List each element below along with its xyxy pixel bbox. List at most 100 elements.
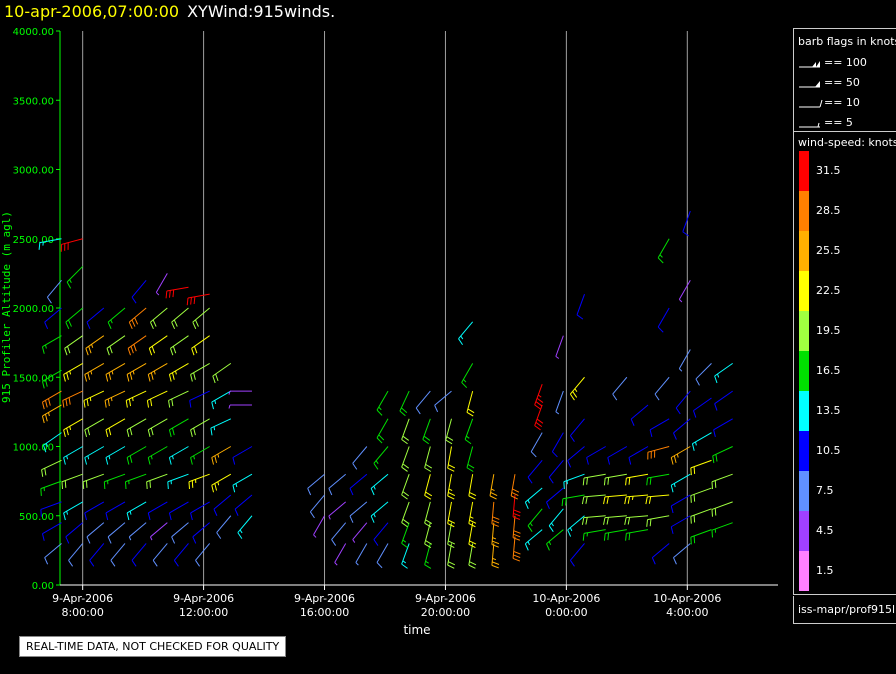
wind-barb bbox=[190, 501, 210, 521]
wind-barb bbox=[712, 446, 733, 464]
wind-barbs bbox=[38, 210, 733, 569]
wind-barb bbox=[190, 446, 210, 465]
speed-legend-label: 19.5 bbox=[816, 324, 841, 337]
speed-legend-item: 4.5 bbox=[798, 511, 894, 551]
wind-barb bbox=[548, 508, 564, 532]
wind-barb bbox=[376, 390, 389, 416]
wind-barb bbox=[211, 390, 232, 410]
wind-barb bbox=[651, 543, 670, 565]
barb-legend-title: barb flags in knots bbox=[798, 35, 896, 48]
wind-barb bbox=[670, 446, 691, 465]
wind-barb bbox=[548, 460, 564, 484]
wind-barb bbox=[447, 543, 456, 569]
wind-barb bbox=[376, 543, 389, 569]
wind-barb bbox=[355, 543, 368, 566]
wind-barb bbox=[168, 501, 189, 521]
wind-barb bbox=[534, 384, 544, 410]
wind-barb bbox=[370, 501, 389, 523]
wind-barb bbox=[424, 474, 433, 500]
wind-barb bbox=[603, 515, 627, 525]
wind-barb bbox=[131, 543, 147, 567]
wind-barb bbox=[690, 487, 712, 503]
wind-barb bbox=[107, 307, 126, 329]
wind-barb bbox=[422, 418, 431, 445]
barb-symbol-icon bbox=[799, 81, 820, 88]
wind-barb bbox=[313, 515, 325, 538]
wind-barb bbox=[192, 307, 210, 329]
wind-barb bbox=[468, 543, 477, 569]
wind-barb bbox=[434, 390, 452, 413]
wind-barb bbox=[105, 501, 126, 521]
barb-symbol-icon bbox=[799, 61, 820, 68]
wind-barb bbox=[352, 522, 368, 543]
wind-barb bbox=[603, 529, 627, 541]
wind-barb bbox=[46, 279, 62, 304]
wind-barb bbox=[84, 446, 105, 465]
wind-barb bbox=[714, 362, 733, 384]
wind-barb bbox=[169, 335, 189, 356]
x-tick-label-time: 16:00:00 bbox=[300, 606, 349, 619]
wind-barb bbox=[586, 446, 606, 465]
wind-barb bbox=[41, 335, 62, 354]
wind-barb bbox=[190, 418, 210, 437]
wind-barb bbox=[530, 432, 543, 458]
wind-barb bbox=[546, 529, 564, 551]
wind-barb bbox=[38, 238, 62, 250]
x-tick-label-date: 9-Apr-2006 bbox=[173, 592, 234, 605]
wind-barb bbox=[510, 474, 520, 500]
wind-barb bbox=[624, 515, 649, 525]
wind-barb bbox=[376, 418, 389, 444]
wind-barb bbox=[66, 266, 84, 289]
wind-barb bbox=[524, 529, 543, 551]
speed-legend-label: 4.5 bbox=[816, 524, 834, 537]
wind-barb bbox=[228, 404, 252, 409]
x-tick-label-time: 8:00:00 bbox=[61, 606, 103, 619]
y-tick-label: 500.00 bbox=[19, 512, 54, 523]
wind-barb bbox=[103, 473, 126, 490]
wind-barb bbox=[334, 543, 347, 566]
wind-barb bbox=[447, 474, 456, 500]
wind-barb bbox=[491, 501, 500, 527]
speed-color-swatch bbox=[799, 551, 809, 591]
chart-title-name: XYWind:915winds. bbox=[187, 2, 336, 21]
barb-symbol-icon bbox=[799, 99, 823, 108]
wind-barb bbox=[670, 494, 691, 514]
wind-barb bbox=[41, 459, 62, 477]
wind-barb bbox=[612, 376, 628, 401]
wind-barb bbox=[64, 335, 83, 356]
wind-barb bbox=[192, 522, 210, 544]
wind-barb bbox=[171, 522, 189, 544]
speed-legend-label: 16.5 bbox=[816, 364, 841, 377]
wind-barb bbox=[105, 362, 126, 382]
wind-barb bbox=[569, 376, 585, 401]
wind-barb bbox=[424, 501, 433, 528]
wind-barb bbox=[657, 238, 670, 264]
wind-barb bbox=[576, 293, 585, 320]
wind-barb bbox=[628, 446, 649, 465]
wind-barb bbox=[195, 543, 211, 567]
wind-barb bbox=[567, 446, 585, 468]
speed-color-swatch bbox=[799, 191, 809, 231]
wind-barb bbox=[147, 418, 168, 437]
wind-barb bbox=[561, 494, 585, 507]
wind-barb bbox=[555, 390, 564, 415]
wind-barb bbox=[711, 522, 733, 538]
wind-barb bbox=[65, 307, 83, 329]
wind-barb bbox=[125, 390, 147, 408]
speed-legend-label: 13.5 bbox=[816, 404, 841, 417]
wind-barb bbox=[646, 473, 670, 486]
wind-barb bbox=[41, 404, 62, 424]
wind-barb bbox=[84, 362, 105, 382]
wind-barb bbox=[328, 501, 347, 520]
wind-barb bbox=[607, 446, 628, 465]
wind-barb bbox=[213, 494, 232, 516]
wind-barb bbox=[168, 418, 189, 437]
barb-legend-label: == 10 bbox=[824, 96, 860, 109]
wind-barb bbox=[401, 543, 410, 569]
wind-barb bbox=[189, 390, 210, 408]
wind-barb bbox=[461, 363, 474, 389]
wind-barb bbox=[148, 335, 168, 356]
wind-barb bbox=[65, 522, 83, 544]
wind-barb bbox=[711, 473, 733, 490]
wind-barb bbox=[63, 362, 83, 382]
